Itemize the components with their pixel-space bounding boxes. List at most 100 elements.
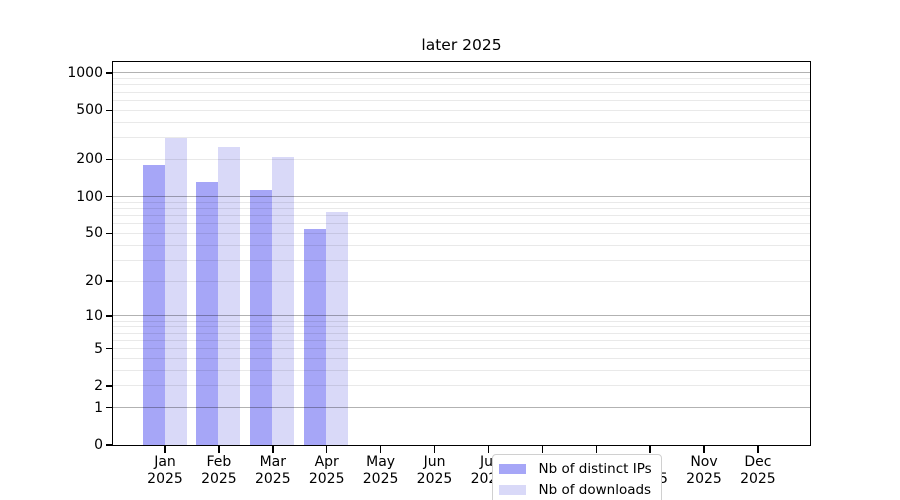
minor-gridline xyxy=(112,223,810,225)
minor-gridline xyxy=(112,326,810,328)
x-tick-year: 2025 xyxy=(201,471,237,487)
legend-item-distinct-ips: Nb of distinct IPs xyxy=(498,460,652,477)
minor-gridline xyxy=(112,207,810,209)
major-gridline xyxy=(112,72,810,74)
x-tick-year: 2025 xyxy=(254,471,291,487)
x-tick xyxy=(703,446,705,453)
minor-gridline xyxy=(112,259,810,261)
minor-gridline xyxy=(112,244,810,246)
x-tick-label: Mar 2025 xyxy=(233,454,313,488)
x-tick-year: 2025 xyxy=(686,471,722,487)
major-gridline xyxy=(112,196,810,197)
minor-gridline xyxy=(112,280,810,282)
legend-label: Nb of downloads xyxy=(538,481,652,498)
x-tick-year: 2025 xyxy=(740,471,776,487)
minor-gridline xyxy=(112,201,810,203)
bar-downloads-jan xyxy=(164,138,187,445)
minor-gridline xyxy=(112,84,810,86)
legend: Nb of distinct IPs Nb of downloads xyxy=(491,453,662,500)
x-tick-label: Dec 2025 xyxy=(718,454,798,488)
y-tick-label: 10 xyxy=(85,307,103,324)
minor-gridline xyxy=(112,214,810,216)
y-tick-label: 0 xyxy=(94,437,103,453)
minor-gridline xyxy=(112,369,810,371)
minor-gridline xyxy=(112,121,810,123)
downloads-swatch xyxy=(498,484,526,495)
minor-gridline xyxy=(112,109,810,111)
legend-label: Nb of distinct IPs xyxy=(538,460,652,477)
y-tick-label: 100 xyxy=(76,188,103,205)
x-tick xyxy=(164,446,166,453)
y-tick-label: 1000 xyxy=(67,64,103,81)
x-tick xyxy=(487,446,490,453)
y-tick xyxy=(106,232,113,234)
bar-distinct-ips-jan xyxy=(142,165,165,445)
x-tick-month: Feb xyxy=(206,454,232,470)
bar-distinct-ips-apr xyxy=(304,228,327,445)
minor-gridline xyxy=(112,91,810,93)
x-tick-month: Mar xyxy=(259,454,286,470)
minor-gridline xyxy=(112,232,810,234)
x-tick xyxy=(325,446,328,453)
y-tick xyxy=(106,195,113,198)
x-tick-year: 2025 xyxy=(147,471,183,487)
x-tick-label: Jan 2025 xyxy=(125,454,205,488)
y-tick-label: 1 xyxy=(94,399,103,416)
minor-gridline xyxy=(112,348,810,349)
x-tick xyxy=(433,446,436,453)
y-tick-label: 500 xyxy=(76,102,103,119)
y-tick-label: 50 xyxy=(85,225,103,242)
x-tick xyxy=(541,446,543,453)
y-tick-label: 5 xyxy=(94,340,103,357)
y-tick xyxy=(106,385,113,387)
x-tick xyxy=(757,446,759,453)
bar-distinct-ips-feb xyxy=(196,181,219,445)
x-tick-label: Apr 2025 xyxy=(287,454,367,488)
bar-downloads-feb xyxy=(218,146,241,445)
minor-gridline xyxy=(112,78,810,80)
x-tick-label: Feb 2025 xyxy=(179,454,259,488)
x-tick xyxy=(272,446,274,453)
minor-gridline xyxy=(112,320,810,322)
plot-area: Nb of distinct IPs Nb of downloads xyxy=(111,60,811,500)
x-tick-month: Jun xyxy=(423,454,446,470)
x-tick-month: Jan xyxy=(154,454,176,470)
x-tick xyxy=(218,446,220,453)
major-gridline xyxy=(112,407,810,409)
x-tick-month: Dec xyxy=(744,454,772,470)
major-gridline xyxy=(112,315,810,317)
minor-gridline xyxy=(112,385,810,387)
x-tick xyxy=(595,446,597,453)
x-tick xyxy=(379,446,382,453)
x-tick-year: 2025 xyxy=(362,471,399,487)
x-tick-label: Nov 2025 xyxy=(664,454,744,488)
y-tick-label: 2 xyxy=(94,377,103,394)
minor-gridline xyxy=(112,332,810,334)
y-tick xyxy=(106,109,113,111)
y-tick xyxy=(106,347,113,350)
minor-gridline xyxy=(112,99,810,101)
y-tick xyxy=(106,72,113,74)
x-tick-year: 2025 xyxy=(416,471,453,487)
minor-gridline xyxy=(112,357,810,359)
y-tick xyxy=(106,280,113,282)
legend-item-downloads: Nb of downloads xyxy=(498,481,652,498)
y-tick-label: 200 xyxy=(76,151,103,168)
y-tick xyxy=(106,158,113,161)
distinct-ips-swatch xyxy=(498,463,526,474)
bar-downloads-apr xyxy=(326,212,349,445)
chart-title: later 2025 xyxy=(421,36,502,54)
x-tick xyxy=(649,446,651,453)
bar-distinct-ips-mar xyxy=(250,190,273,445)
y-tick xyxy=(106,406,113,409)
x-tick-month: Nov xyxy=(690,454,718,470)
minor-gridline xyxy=(112,158,810,160)
x-tick-label: May 2025 xyxy=(341,454,421,488)
minor-gridline xyxy=(112,339,810,341)
bar-downloads-mar xyxy=(272,157,295,445)
y-tick xyxy=(106,315,113,317)
x-tick-month: Apr xyxy=(314,454,339,470)
x-tick-label: Jun 2025 xyxy=(395,454,475,488)
y-tick xyxy=(106,444,113,446)
